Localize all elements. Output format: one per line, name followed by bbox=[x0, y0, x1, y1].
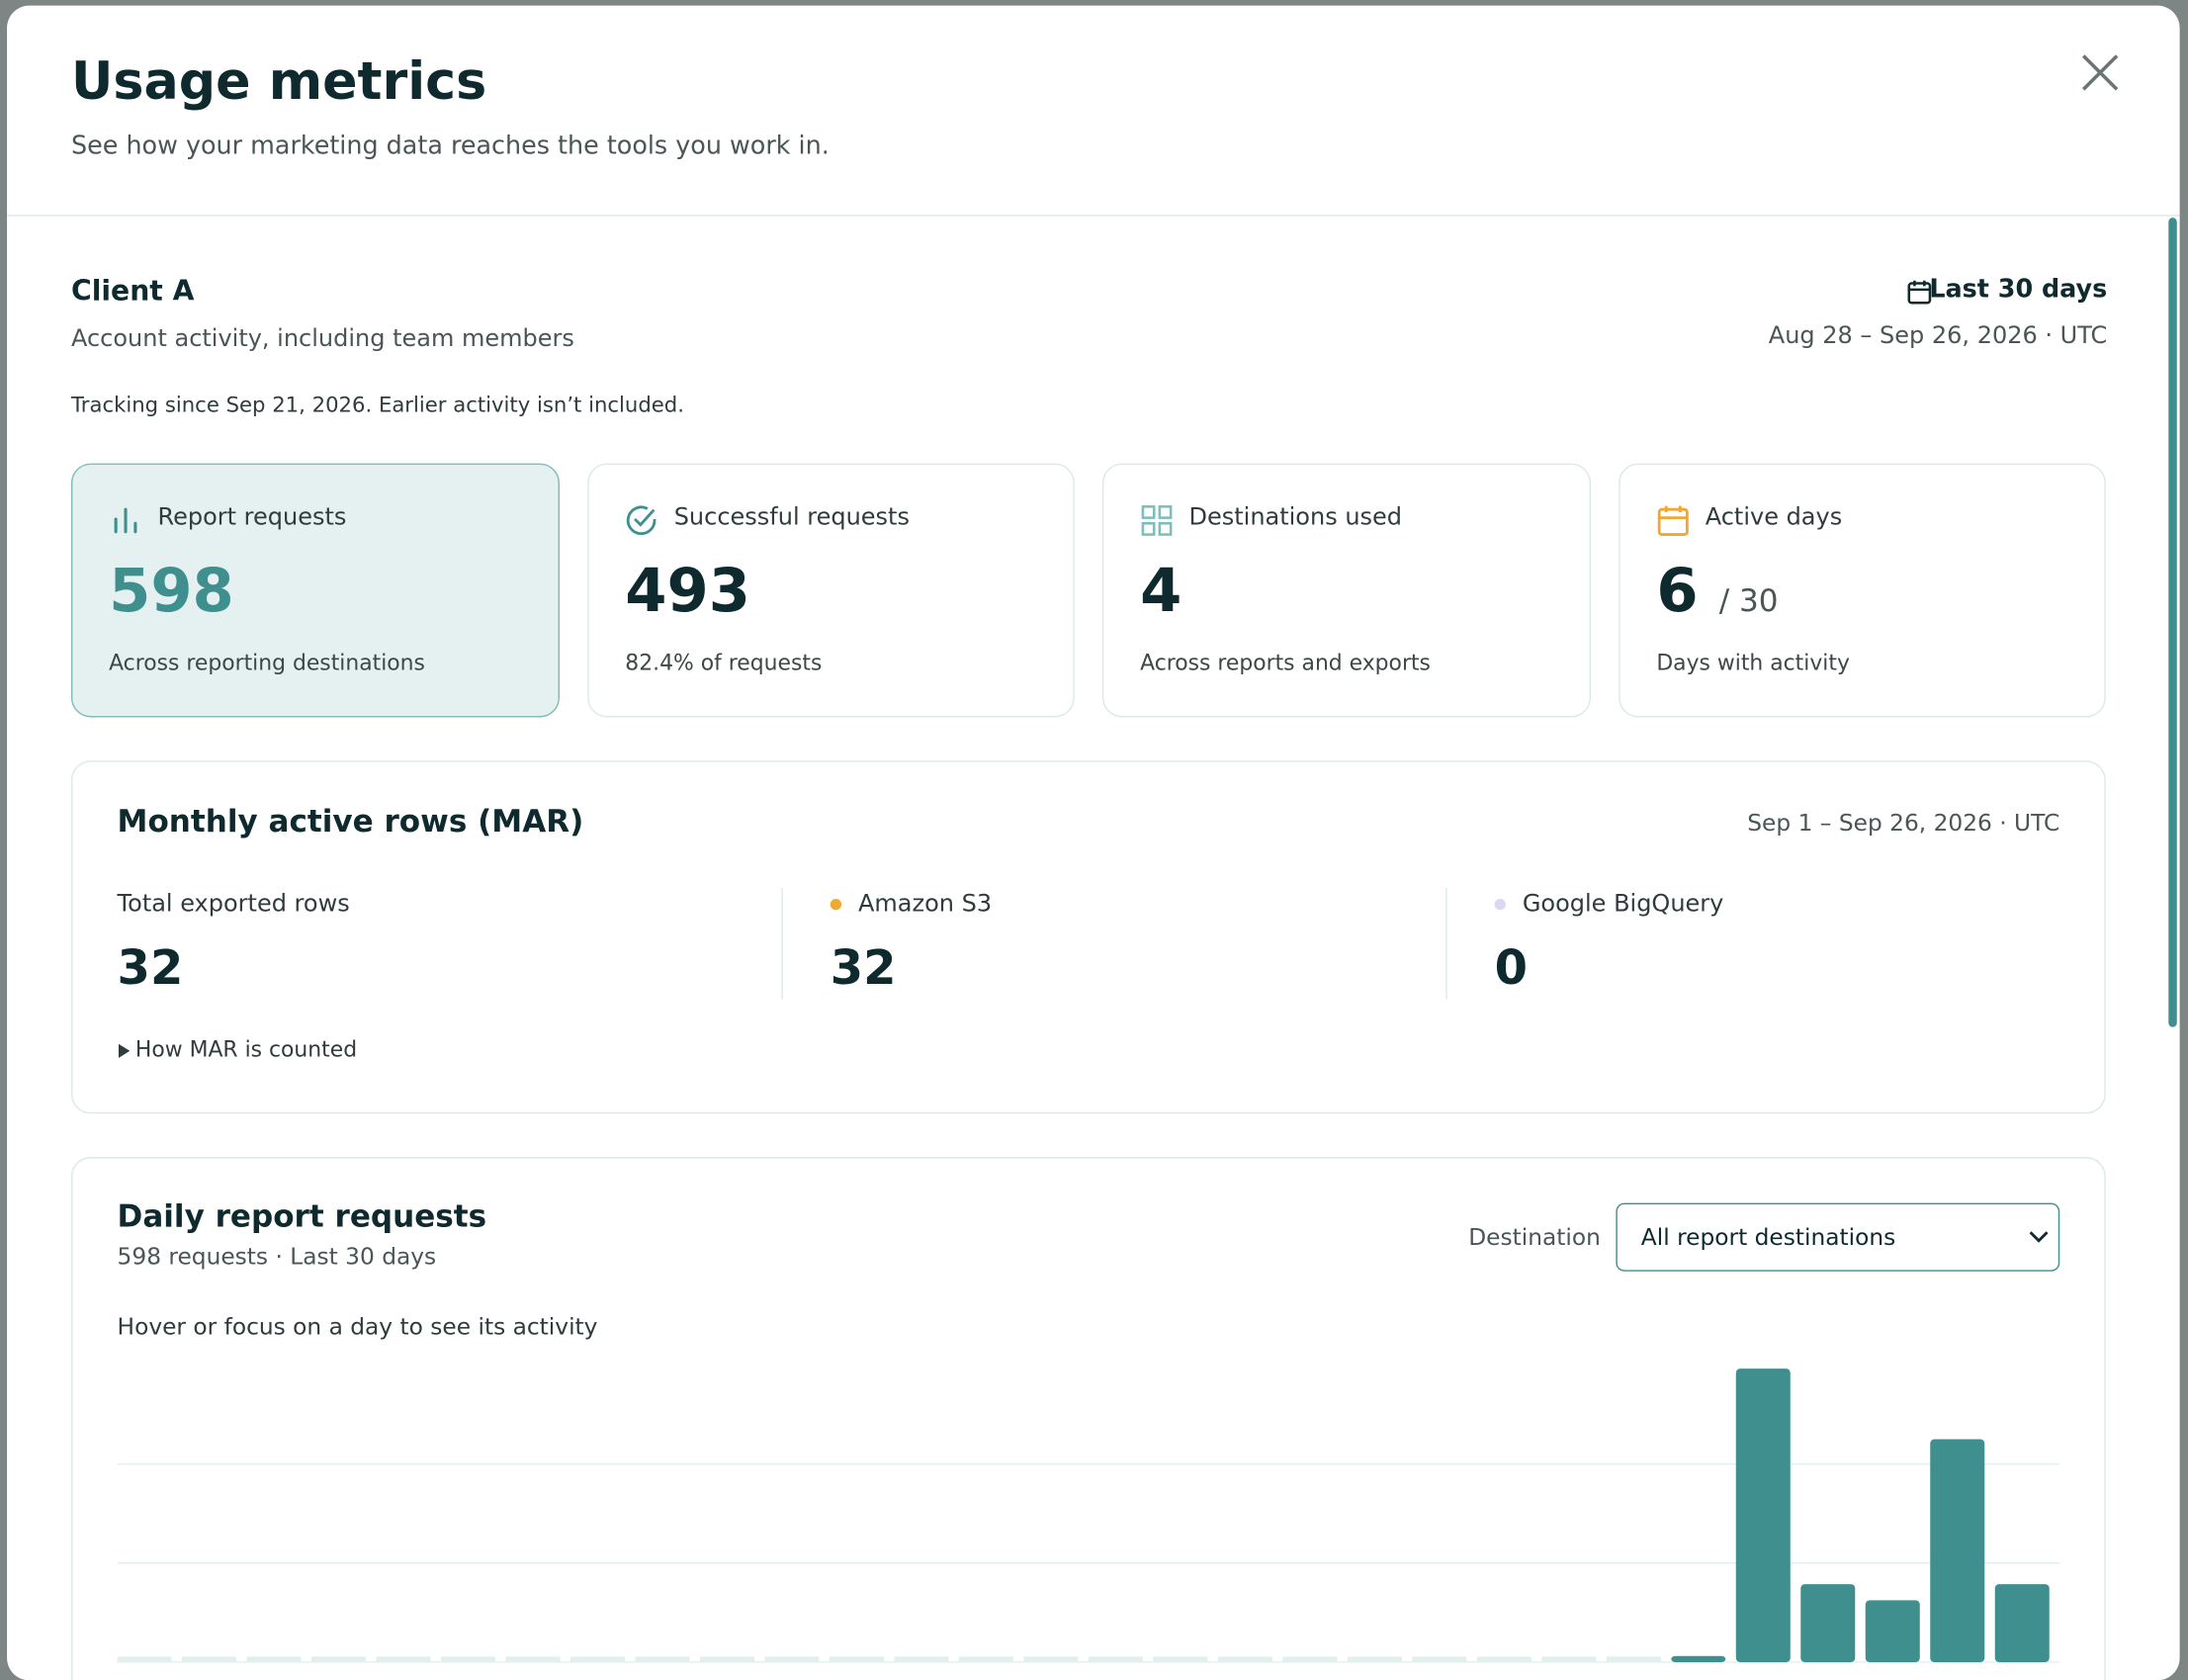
card-caption: Across reports and exports bbox=[1140, 650, 1431, 676]
bar bbox=[1994, 1584, 2050, 1662]
bar bbox=[829, 1656, 884, 1662]
card-value: 6 / 30 bbox=[1656, 557, 1778, 627]
bar bbox=[699, 1656, 754, 1662]
filter-label: Destination bbox=[1468, 1223, 1601, 1251]
bar bbox=[246, 1656, 302, 1662]
card-caption: Across reporting destinations bbox=[109, 650, 425, 676]
card-icon bbox=[626, 505, 656, 536]
card-label: Report requests bbox=[157, 503, 347, 532]
stat-value: 32 bbox=[830, 940, 897, 997]
card-value: 4 bbox=[1140, 557, 1182, 627]
card-label: Successful requests bbox=[673, 503, 910, 532]
bar bbox=[441, 1656, 496, 1662]
daily-title: Daily report requests bbox=[117, 1199, 487, 1236]
bar bbox=[569, 1656, 625, 1662]
dialog-subtitle: See how your marketing data reaches the … bbox=[70, 131, 830, 161]
bar bbox=[1671, 1655, 1726, 1662]
card-value: 598 bbox=[109, 557, 234, 627]
bar bbox=[764, 1656, 820, 1662]
tracking-note: Tracking since Sep 21, 2026. Earlier act… bbox=[70, 392, 684, 418]
card-value-suffix: / 30 bbox=[1718, 584, 1779, 620]
stat-label: Total exported rows bbox=[117, 890, 350, 919]
card[interactable]: Active days 6 / 30 Days with activity bbox=[1619, 463, 2106, 718]
bar bbox=[1347, 1656, 1402, 1662]
bar bbox=[635, 1656, 690, 1662]
filter-select[interactable]: All report destinations bbox=[1616, 1202, 2060, 1272]
card-caption: 82.4% of requests bbox=[625, 650, 823, 676]
stat-label: Amazon S3 bbox=[858, 890, 993, 919]
bar bbox=[505, 1656, 561, 1662]
stat-label: Google BigQuery bbox=[1522, 890, 1724, 919]
card-icon bbox=[1657, 505, 1689, 536]
range: Aug 28 – Sep 26, 2026 · UTC bbox=[1768, 322, 2108, 351]
bar bbox=[376, 1656, 431, 1662]
dialog-title: Usage metrics bbox=[70, 51, 487, 112]
dialog: Usage metrics See how your marketing dat… bbox=[7, 5, 2180, 1680]
client-description: Account activity, including team members bbox=[70, 324, 574, 354]
bar bbox=[1217, 1656, 1272, 1662]
calendar-icon bbox=[1907, 280, 1932, 305]
card[interactable]: Report requests 598 Across reporting des… bbox=[70, 463, 560, 718]
filter-value: All report destinations bbox=[1640, 1223, 1896, 1251]
bar bbox=[1412, 1656, 1467, 1662]
range-label[interactable]: Last 30 days bbox=[1929, 275, 2108, 305]
card-icon bbox=[1141, 505, 1173, 536]
card-value: 493 bbox=[625, 557, 751, 627]
card-caption: Days with activity bbox=[1656, 650, 1850, 676]
bar bbox=[117, 1656, 172, 1662]
daily-subtitle: 598 requests · Last 30 days bbox=[117, 1243, 437, 1271]
bar bbox=[1476, 1656, 1532, 1662]
disclosure[interactable]: How MAR is counted bbox=[134, 1036, 358, 1063]
chart-hint: Hover or focus on a day to see its activ… bbox=[117, 1313, 598, 1340]
mar-title: Monthly active rows (MAR) bbox=[117, 805, 584, 840]
card[interactable]: Destinations used 4 Across reports and e… bbox=[1102, 463, 1591, 718]
bar bbox=[1088, 1656, 1143, 1662]
scrollbar[interactable] bbox=[2168, 218, 2177, 1027]
bar bbox=[1023, 1656, 1079, 1662]
card-label: Destinations used bbox=[1188, 503, 1403, 532]
bar bbox=[311, 1656, 367, 1662]
mar-range: Sep 1 – Sep 26, 2026 · UTC bbox=[1747, 809, 2060, 837]
card-value-number: 6 bbox=[1656, 557, 1699, 627]
bar bbox=[1865, 1600, 1920, 1662]
bar bbox=[1735, 1369, 1791, 1662]
bar bbox=[1282, 1656, 1338, 1662]
bar bbox=[1541, 1656, 1597, 1662]
bar bbox=[1606, 1656, 1661, 1662]
client-name: Client A bbox=[70, 273, 195, 308]
legend-dot bbox=[830, 898, 842, 911]
card[interactable]: Successful requests 493 82.4% of request… bbox=[587, 463, 1075, 718]
disclosure-triangle[interactable] bbox=[118, 1042, 131, 1059]
bar bbox=[1930, 1439, 1985, 1662]
mar-panel: Monthly active rows (MAR) Sep 1 – Sep 26… bbox=[70, 760, 2106, 1114]
bar bbox=[958, 1656, 1013, 1662]
divider bbox=[7, 215, 2180, 217]
card-label: Active days bbox=[1705, 503, 1843, 532]
bar bbox=[1153, 1656, 1208, 1662]
chart bbox=[117, 1369, 2060, 1663]
divider bbox=[1445, 887, 1447, 1000]
card-icon bbox=[114, 507, 137, 534]
chevron bbox=[2029, 1231, 2049, 1243]
stat-value: 0 bbox=[1494, 940, 1529, 997]
bar bbox=[1800, 1584, 1856, 1662]
bar bbox=[182, 1656, 237, 1662]
close-button[interactable] bbox=[2080, 53, 2120, 93]
divider bbox=[781, 887, 783, 1000]
bar bbox=[894, 1656, 949, 1662]
stat-value: 32 bbox=[117, 940, 184, 997]
legend-dot bbox=[1494, 898, 1506, 911]
